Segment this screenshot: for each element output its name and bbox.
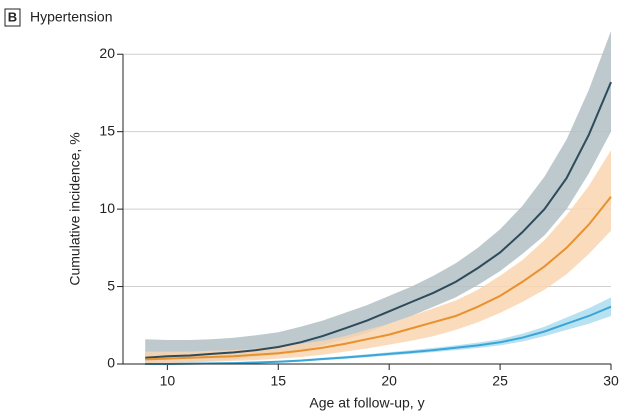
chart-title: Hypertension xyxy=(30,9,113,25)
y-tick-label: 5 xyxy=(107,277,115,293)
panel-label-box xyxy=(4,8,21,27)
x-tick-label: 10 xyxy=(160,373,176,389)
x-tick-label: 15 xyxy=(270,373,286,389)
y-tick-label: 10 xyxy=(99,200,115,216)
x-axis-label: Age at follow-up, y xyxy=(309,395,424,411)
line xyxy=(145,196,612,361)
panel-label: B xyxy=(8,9,17,24)
y-axis-label: Cumulative incidence, % xyxy=(67,132,83,285)
line xyxy=(145,305,612,365)
y-tick-label: 15 xyxy=(99,122,115,138)
confidence-band xyxy=(145,31,611,364)
x-tick-label: 25 xyxy=(492,373,508,389)
line xyxy=(145,81,612,359)
confidence-band xyxy=(145,150,611,364)
y-tick-label: 20 xyxy=(99,45,115,61)
y-tick-label: 0 xyxy=(107,355,115,371)
x-tick-label: 30 xyxy=(603,373,619,389)
x-tick-label: 20 xyxy=(381,373,397,389)
